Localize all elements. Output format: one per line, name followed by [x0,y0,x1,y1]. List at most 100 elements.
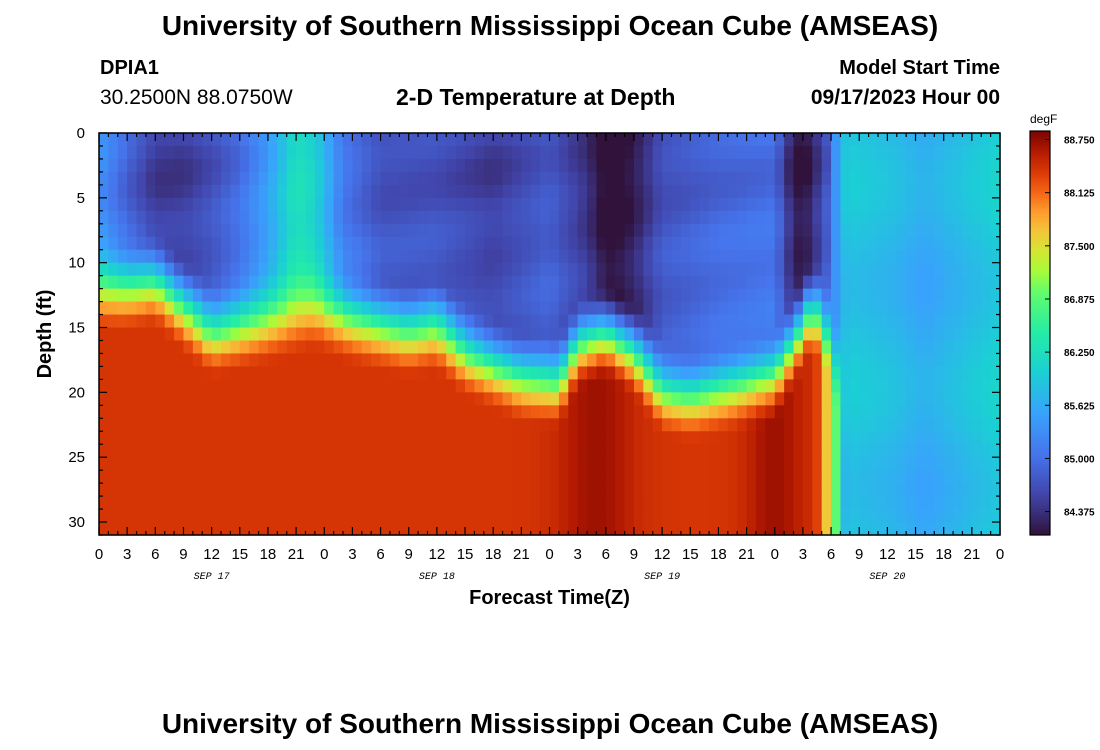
heatmap-cell [962,483,973,497]
heatmap-cell [296,522,307,536]
heatmap-cell [239,275,250,290]
heatmap-cell [502,353,513,368]
heatmap-cell [596,457,607,471]
heatmap-cell [906,340,917,355]
heatmap-cell [934,392,945,406]
heatmap-cell [502,405,513,419]
heatmap-cell [230,133,241,147]
heatmap-cell [164,236,175,251]
heatmap-cell [333,133,344,147]
heatmap-cell [568,145,579,160]
heatmap-cell [427,262,438,277]
heatmap-cell [605,470,616,484]
heatmap-cell [427,184,438,199]
heatmap-cell [943,444,954,458]
heatmap-cell [915,158,926,173]
heatmap-cell [230,418,241,432]
heatmap-cell [577,223,588,238]
heatmap-cell [483,249,494,264]
heatmap-cell [521,249,532,264]
heatmap-cell [221,262,231,277]
heatmap-cell [784,262,795,277]
heatmap-cell [155,171,166,186]
heatmap-cell [859,236,870,251]
heatmap-cell [427,418,438,432]
heatmap-cell [324,288,335,303]
heatmap-cell [727,327,738,342]
heatmap-cell [267,288,278,303]
heatmap-cell [399,418,410,432]
heatmap-cell [211,210,222,225]
heatmap-cell [577,522,588,536]
heatmap-cell [221,418,231,432]
heatmap-cell [389,236,400,251]
heatmap-cell [849,249,860,264]
heatmap-cell [183,457,194,471]
heatmap-cell [164,288,175,303]
heatmap-cell [389,509,400,523]
heatmap-cell [352,522,363,536]
heatmap-cell [446,197,457,212]
colorbar-tick-label: 87.500 [1064,242,1095,253]
heatmap-cell [164,145,175,160]
heatmap-cell [737,522,748,536]
heatmap-cell [380,327,391,342]
heatmap-cell [812,457,823,471]
heatmap-cell [859,353,870,368]
heatmap-cell [521,133,532,147]
heatmap-cell [690,483,701,497]
heatmap-cell [615,353,626,368]
heatmap-cell [831,133,842,147]
heatmap-cell [352,210,363,225]
heatmap-cell [502,314,513,329]
heatmap-cell [145,457,156,471]
x-tick-label: 21 [964,546,981,563]
heatmap-cell [371,379,382,393]
heatmap-cell [389,496,400,510]
heatmap-cell [333,405,344,419]
heatmap-cell [849,418,860,432]
heatmap-cell [868,353,879,368]
heatmap-cell [596,509,607,523]
heatmap-cell [680,353,691,368]
heatmap-cell [117,197,128,212]
heatmap-cell [849,327,860,342]
heatmap-cell [371,470,382,484]
heatmap-cell [174,236,185,251]
heatmap-cell [558,158,569,173]
heatmap-cell [361,249,372,264]
heatmap-cell [521,392,532,406]
heatmap-cell [943,288,954,303]
heatmap-cell [540,275,551,290]
heatmap-cell [568,223,579,238]
heatmap-cell [483,470,494,484]
heatmap-cell [540,158,551,173]
heatmap-cell [192,444,203,458]
heatmap-cell [540,366,551,380]
heatmap-cell [455,249,466,264]
heatmap-cell [314,236,325,251]
heatmap-cell [558,496,569,510]
heatmap-cell [343,418,354,432]
heatmap-cell [530,496,541,510]
heatmap-cell [784,353,795,368]
heatmap-cell [361,184,372,199]
heatmap-cell [887,327,898,342]
heatmap-cell [915,522,926,536]
heatmap-cell [877,470,888,484]
heatmap-cell [436,262,447,277]
heatmap-cell [821,366,832,380]
heatmap-cell [352,379,363,393]
heatmap-cell [352,314,363,329]
heatmap-cell [652,470,663,484]
heatmap-cell [577,405,588,419]
heatmap-cell [690,418,701,432]
heatmap-cell [802,522,813,536]
heatmap-cell [389,133,400,147]
heatmap-cell [174,353,185,368]
heatmap-cell [511,431,522,445]
heatmap-cell [258,509,269,523]
heatmap-cell [371,340,382,355]
heatmap-cell [399,340,410,355]
heatmap-cell [540,379,551,393]
